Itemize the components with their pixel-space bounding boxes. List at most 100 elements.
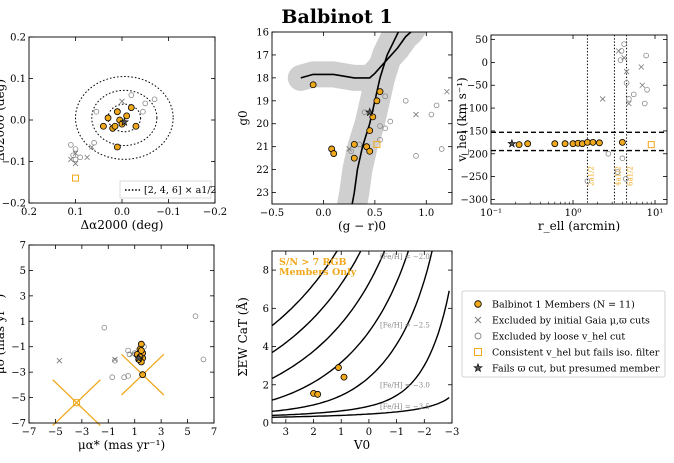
cmd-ytick-label: 18: [256, 73, 269, 84]
pm-gaia-cut-point: [56, 357, 63, 364]
sky-ellipse: [91, 89, 158, 147]
cat-member-point: [340, 373, 348, 381]
cmd-member-point: [366, 127, 374, 135]
pm-ytick-label: −5: [11, 393, 26, 404]
cat-ytick-label: 6: [263, 304, 269, 315]
cmd-isochrone-hb: [300, 32, 412, 79]
cmd-xtick-label: −0.5: [260, 208, 284, 219]
pm-ylabel: μδ (mas yr⁻¹): [0, 294, 7, 374]
cat-xtick-label: −1: [389, 427, 404, 438]
sky-member-point: [127, 104, 135, 111]
vel-loose-point: [605, 150, 612, 157]
vel-radius-label: 2a1/2: [587, 166, 595, 186]
vel-member-point: [596, 139, 603, 147]
sky-loose-point: [93, 108, 100, 115]
cmd-ytick-label: 17: [256, 50, 269, 61]
cat-feh-label: [Fe/H] = −2.0: [380, 253, 430, 261]
vel-ylabel: v_hel (km s⁻¹): [455, 77, 469, 162]
cmd-loose-point: [348, 148, 355, 155]
legend-symbol-member: [474, 300, 482, 308]
vel-loose-point: [626, 96, 632, 102]
vel-xtick-label: 10⁻¹: [480, 208, 502, 219]
vel-loose-point: [617, 57, 624, 63]
sky-loose-point: [70, 152, 76, 159]
sky-ytick-label: −0.2: [2, 199, 26, 210]
legend-symbol-iso-only: [474, 348, 482, 356]
legend-symbol-presumed: [473, 362, 483, 373]
cat-ytick-label: 8: [263, 266, 269, 277]
sky-gaia-cut-point: [72, 150, 79, 156]
vel-radius-label: 6a1/2: [627, 166, 635, 186]
cmd-xtick-label: 0.5: [367, 208, 383, 219]
vel-loose-point: [619, 155, 626, 162]
cat-member-point: [335, 364, 342, 371]
legend-label: Balbinot 1 Members (N = 11): [492, 300, 635, 311]
sky-member-point: [104, 114, 112, 122]
cat-ytick-label: 4: [263, 342, 269, 353]
sky-member-point: [111, 122, 119, 130]
cat-ylabel: ΣEW CaT (Å): [235, 297, 250, 377]
pm-presumed-point: [133, 353, 144, 363]
sky-xtick-label: 0.0: [114, 207, 130, 218]
cmd-member-point: [376, 88, 384, 96]
pm-xtick-label: 3: [158, 427, 164, 438]
vel-radius-label: 4a1/2: [614, 166, 622, 186]
cmd-ytick-label: 23: [256, 188, 269, 199]
cmd-ytick-label: 16: [256, 28, 269, 39]
pm-xtick-label: −1: [101, 427, 116, 438]
cmd-loose-point: [428, 111, 435, 118]
vel-gaia-cut-point: [599, 96, 606, 102]
sky-loose-point: [91, 140, 97, 146]
pm-ytick-label: 1: [20, 317, 26, 328]
cmd-loose-point: [402, 98, 409, 104]
vel-ytick-label: −50: [467, 81, 488, 92]
cat-xtick-label: 2: [310, 427, 316, 438]
sky-xtick-label: −0.1: [156, 207, 180, 218]
cat-xtick-label: −3: [445, 427, 460, 438]
cmd-member-point: [309, 81, 317, 89]
cmd-member-point: [350, 154, 358, 162]
sky-ellipse: [75, 76, 174, 160]
cat-annotation-line2: Members Only: [279, 267, 357, 278]
vel-gaia-cut-point: [623, 68, 630, 75]
cmd-iso-only-point: [373, 140, 381, 148]
pm-ytick-label: −7: [11, 419, 26, 430]
sky-loose-point: [72, 146, 79, 152]
pm-xtick-label: −7: [22, 427, 37, 438]
panel-pm: −7 −5 −3 −1 1 3 5 7 −7 −5 −3 −1 1 3 5 7 μα* (mas yr⁻¹) μδ…: [0, 241, 217, 453]
sky-ylabel: Δδ2000 (deg): [0, 79, 7, 161]
cmd-member-point: [330, 150, 338, 157]
sky-gaia-cut-point: [68, 156, 74, 163]
sky-gaia-cut-point: [72, 160, 79, 167]
cat-xtick-label: 1: [338, 427, 344, 438]
vel-xtick-label: 10¹: [647, 208, 664, 219]
vel-ytick-label: −300: [461, 195, 488, 206]
sky-gaia-cut-point: [119, 98, 125, 105]
pm-ytick-label: 7: [20, 241, 26, 252]
cat-feh-curve: [272, 251, 338, 327]
legend-label: Excluded by initial Gaia μ,ϖ cuts: [492, 316, 650, 327]
sky-member-point: [132, 122, 140, 130]
cmd-presumed-point: [365, 107, 375, 117]
vel-gaia-cut-point: [626, 100, 632, 107]
vel-ytick-label: −200: [461, 149, 488, 160]
cmd-frame: [271, 31, 453, 205]
cat-xtick-label: 3: [283, 427, 289, 438]
vel-loose-point: [622, 176, 629, 182]
sky-xtick-label: 0.2: [21, 207, 37, 218]
cmd-member-point: [369, 113, 377, 121]
sky-loose-point: [128, 92, 135, 98]
pm-ytick-label: 3: [20, 291, 26, 302]
pm-loose-point: [125, 373, 131, 379]
vel-member-point: [618, 138, 626, 146]
vel-xlabel: r_ell (arcmin): [538, 219, 620, 233]
cmd-member-point: [373, 97, 381, 105]
sky-member-point: [113, 108, 121, 116]
sky-ytick-label: 0.1: [10, 74, 26, 85]
legend-label: Excluded by loose v_hel cut: [492, 332, 625, 343]
cmd-xtick-label: 0.0: [315, 208, 331, 219]
cmd-ytick-label: 22: [256, 165, 269, 176]
vel-member-point: [551, 140, 559, 148]
vel-member-point: [561, 140, 569, 148]
